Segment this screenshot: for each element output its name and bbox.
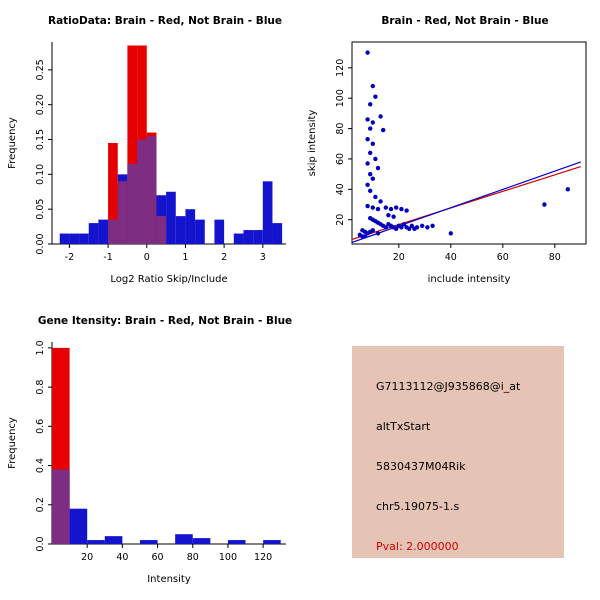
ratio-histogram-chart: RatioData: Brain - Red, Not Brain - Blue… [7,15,286,285]
svg-text:40: 40 [335,183,346,195]
gene-intensity-histogram-chart: Gene Itensity: Brain - Red, Not Brain - … [7,315,292,585]
panel-gene-info: G7113112@J935868@i_at altTxStart 5830437… [300,300,600,600]
svg-text:1.0: 1.0 [35,340,46,355]
svg-text:20: 20 [81,552,93,563]
svg-text:80: 80 [187,552,199,563]
svg-text:60: 60 [335,153,346,165]
svg-text:1: 1 [182,252,188,263]
svg-text:0.25: 0.25 [35,59,46,80]
svg-text:120: 120 [254,552,272,563]
gene-symbol-text: 5830437M04Rik [376,460,466,473]
event-type-text: altTxStart [376,420,431,433]
svg-text:0.0: 0.0 [35,536,46,551]
svg-text:Brain - Red, Not Brain - Blue: Brain - Red, Not Brain - Blue [381,15,548,27]
svg-text:0.00: 0.00 [35,233,46,254]
svg-text:3: 3 [260,252,266,263]
svg-text:Intensity: Intensity [147,574,191,585]
svg-text:60: 60 [497,252,509,263]
svg-text:0.8: 0.8 [35,380,46,395]
probe-id-text: G7113112@J935868@i_at [376,380,521,393]
svg-text:40: 40 [116,552,128,563]
svg-text:100: 100 [335,89,346,107]
svg-text:Gene Itensity: Brain - Red, No: Gene Itensity: Brain - Red, Not Brain - … [38,315,292,327]
panel-intensity-scatter: Brain - Red, Not Brain - Blue 20 40 60 80 20 4… [300,0,600,300]
svg-text:Frequency: Frequency [7,117,18,169]
svg-text:Log2 Ratio Skip/Include: Log2 Ratio Skip/Include [110,274,227,285]
gene-info-box: G7113112@J935868@i_at altTxStart 5830437… [352,346,564,558]
svg-text:0.6: 0.6 [35,419,46,434]
svg-text:60: 60 [152,552,164,563]
svg-text:40: 40 [445,252,457,263]
svg-text:0.4: 0.4 [35,458,46,473]
svg-text:skip intensity: skip intensity [307,110,318,177]
svg-text:100: 100 [219,552,237,563]
svg-text:0.20: 0.20 [35,94,46,115]
svg-text:2: 2 [221,252,227,263]
svg-text:RatioData: Brain - Red, Not Br: RatioData: Brain - Red, Not Brain - Blue [48,15,282,27]
svg-text:80: 80 [335,123,346,135]
intensity-scatter-chart: Brain - Red, Not Brain - Blue 20 40 60 80 20 4… [307,15,587,285]
panel-gene-intensity-histogram: Gene Itensity: Brain - Red, Not Brain - … [0,300,300,600]
panel-ratio-histogram: RatioData: Brain - Red, Not Brain - Blue… [0,0,300,300]
svg-text:20: 20 [393,252,405,263]
svg-text:include intensity: include intensity [428,274,511,285]
svg-text:0: 0 [144,252,150,263]
svg-text:20: 20 [335,214,346,226]
svg-text:0.2: 0.2 [35,497,46,512]
svg-text:0.10: 0.10 [35,164,46,185]
svg-text:0.05: 0.05 [35,199,46,220]
svg-text:120: 120 [335,59,346,77]
svg-text:0.15: 0.15 [35,129,46,150]
genomic-location-text: chr5.19075-1.s [376,500,460,513]
svg-text:-1: -1 [103,252,112,263]
svg-text:Frequency: Frequency [7,417,18,469]
svg-text:-2: -2 [65,252,74,263]
svg-text:80: 80 [549,252,561,263]
pval-text: Pval: 2.000000 [376,540,459,553]
